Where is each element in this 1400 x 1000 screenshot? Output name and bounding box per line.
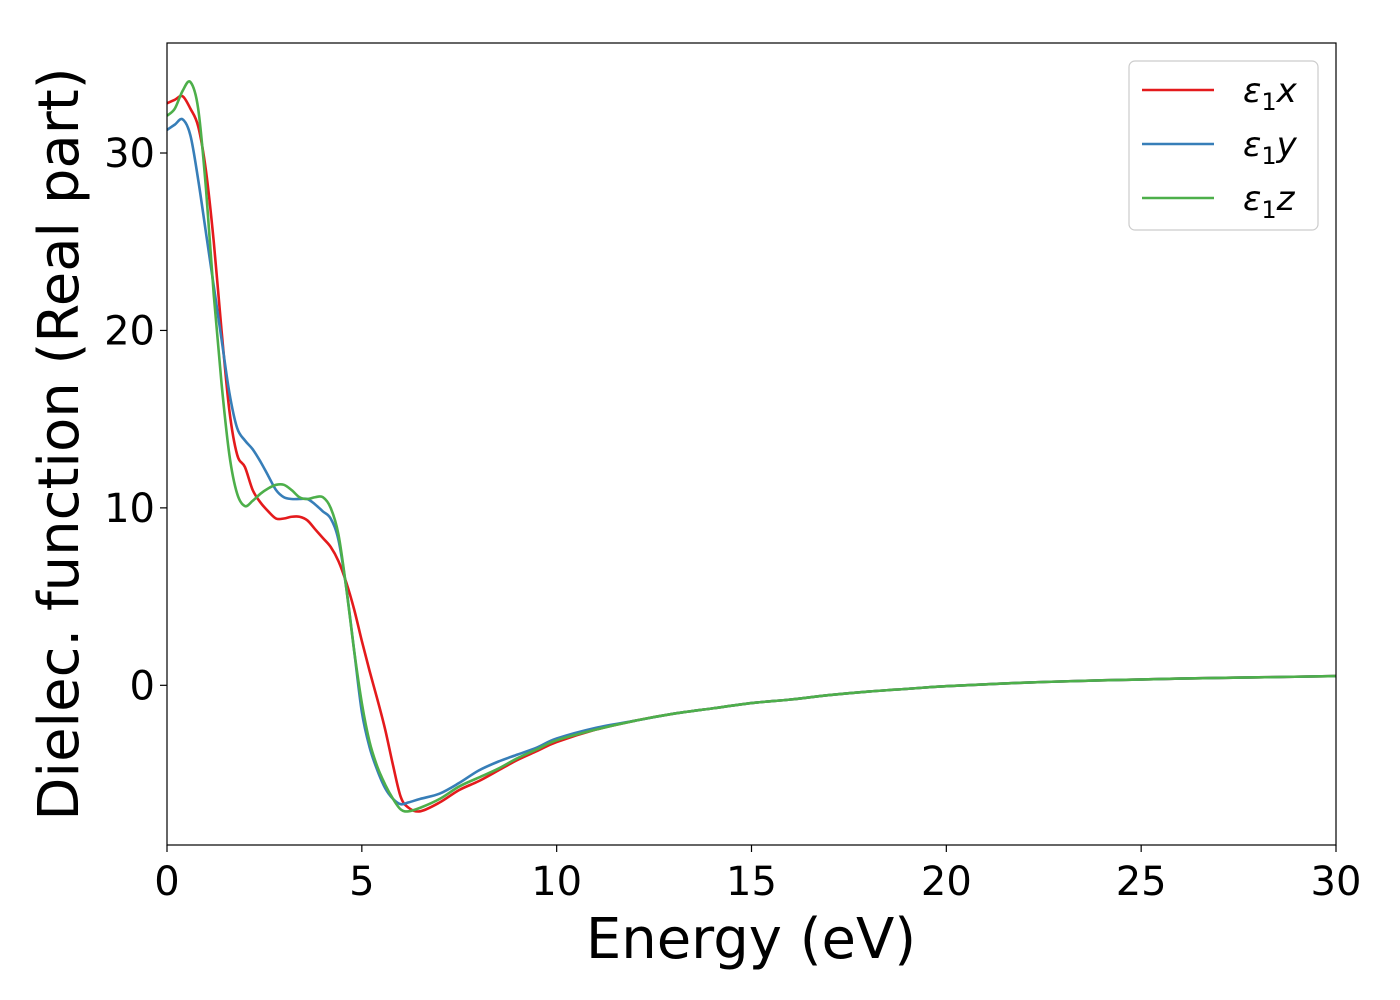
legend-label-y: ε1y [1243,125,1298,170]
x-tick-label: 20 [921,859,972,905]
legend-box [1128,60,1319,231]
legend-label-x: ε1x [1243,71,1298,116]
x-tick-label: 0 [154,859,179,905]
y-tick-label: 10 [104,486,155,532]
legend-label-z: ε1z [1243,179,1296,224]
x-tick-label: 25 [1116,859,1167,905]
y-tick-label: 30 [104,131,155,177]
x-tick-label: 30 [1311,859,1362,905]
legend: ε1x ε1y ε1z [1128,60,1319,231]
x-axis-title: Energy (eV) [586,907,916,972]
x-tick-label: 5 [349,859,374,905]
y-axis: 0 10 20 30 [104,131,167,709]
y-tick-label: 20 [104,308,155,354]
x-tick-label: 15 [726,859,777,905]
x-tick-label: 10 [531,859,582,905]
series-line-z [167,80,1336,813]
y-tick-label: 0 [130,663,155,709]
series-group [167,80,1336,813]
y-axis-title: Dielec. function (Real part) [27,67,92,820]
x-axis: 0 5 10 15 20 25 30 [154,845,1361,905]
